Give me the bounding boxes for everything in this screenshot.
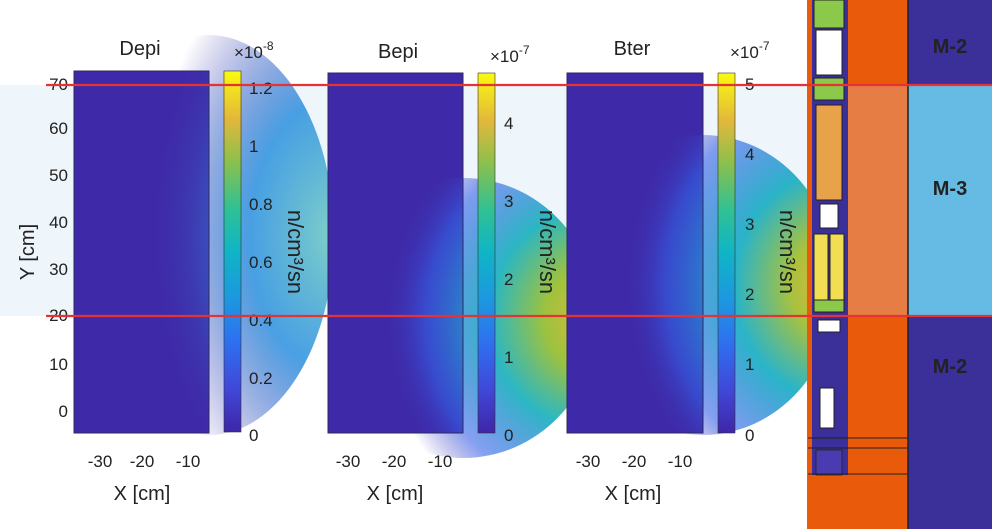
x-tick-label: -20 [130,452,155,471]
zone-bottom [908,316,992,529]
channel-white-cap [817,319,841,333]
colorbar [717,72,736,434]
plot-frame [566,72,704,434]
zone-label-middle: M-3 [933,178,967,200]
multiplier-base: ×10 [730,43,759,62]
colorbar-tick-label: 1 [745,355,754,374]
channel-top-white [815,29,843,76]
multiplier-base: ×10 [234,43,263,62]
plot-frame [327,72,464,434]
panel-depi: Depi 0 10 20 30 40 50 60 70 Y [cm] -30 -… [17,35,334,505]
colorbar-tick-label: 0.4 [249,311,273,330]
multiplier-exponent: -8 [263,39,274,53]
colorbar-label: n/cm³/sn [283,210,308,294]
panel-title: Bter [614,38,651,60]
x-tick-label: -10 [176,452,201,471]
zone-top [908,0,992,85]
x-tick-label: -10 [668,452,693,471]
zone-label-bottom: M-2 [933,356,967,378]
colorbar-tick-label: 1 [249,137,258,156]
colorbar-ticks: 0 1 2 3 4 [504,114,513,445]
y-tick-label: 50 [49,166,68,185]
colorbar-tick-label: 0.2 [249,369,273,388]
x-axis-label: X [cm] [605,483,662,505]
colorbar [223,70,242,433]
channel-orange-block [815,104,843,201]
multiplier-exponent: -7 [519,43,530,57]
colorbar-tick-label: 0.8 [249,195,273,214]
channel-yellow-block-1 [813,233,829,303]
colorbar-multiplier: ×10-7 [730,39,770,62]
colorbar-tick-label: 3 [745,215,754,234]
channel-white-connector [819,203,839,229]
channel-green-band [813,77,845,101]
colorbar-tick-label: 1 [504,348,513,367]
x-axis-label: X [cm] [367,483,424,505]
x-tick-label: -30 [88,452,113,471]
channel-yellow-block-2 [829,233,845,303]
zone-middle [908,85,992,316]
colorbar-multiplier: ×10-8 [234,39,274,62]
zone-label-top: M-2 [933,36,967,58]
x-tick-label: -20 [622,452,647,471]
x-axis-label: X [cm] [114,483,171,505]
colorbar-tick-label: 0.6 [249,253,273,272]
colorbar-tick-label: 0 [745,426,754,445]
colorbar [477,72,496,434]
colorbar-tick-label: 2 [745,285,754,304]
channel-bottom-neck [815,449,843,476]
x-tick-label: -30 [576,452,601,471]
channel-green-base [813,299,845,313]
colorbar-tick-label: 0 [249,426,258,445]
multiplier-exponent: -7 [759,39,770,53]
colorbar-tick-label: 4 [745,145,754,164]
y-tick-label: 40 [49,213,68,232]
x-tick-label: -20 [382,452,407,471]
panel-bter: Bter -30 -20 -10 X [cm] 0 1 2 3 4 5 ×10-… [566,38,838,505]
wall-column-light [848,85,907,316]
panel-bepi: Bepi -30 -20 -10 X [cm] 0 1 2 3 4 ×10-7 … [327,41,598,505]
channel-top-green [813,0,845,29]
colorbar-tick-label: 3 [504,192,513,211]
geometry-schematic: M-2 M-3 M-2 [807,0,992,529]
x-tick-label: -10 [428,452,453,471]
y-tick-label: 60 [49,119,68,138]
channel-square [819,387,835,429]
colorbar-label: n/cm³/sn [535,210,560,294]
colorbar-tick-label: 4 [504,114,513,133]
y-axis-label: Y [cm] [17,224,39,280]
x-ticks: -30 -20 -10 [336,452,453,471]
colorbar-tick-label: 0 [504,426,513,445]
panel-title: Bepi [378,41,418,63]
x-tick-label: -30 [336,452,361,471]
colorbar-multiplier: ×10-7 [490,43,530,66]
plot-frame [73,70,210,434]
panel-title: Depi [119,38,160,60]
y-tick-label: 10 [49,355,68,374]
y-tick-label: 30 [49,260,68,279]
colorbar-tick-label: 2 [504,270,513,289]
y-tick-label: 0 [59,402,68,421]
multiplier-base: ×10 [490,47,519,66]
x-ticks: -30 -20 -10 [88,452,201,471]
x-ticks: -30 -20 -10 [576,452,693,471]
colorbar-label: n/cm³/sn [775,210,800,294]
colorbar-tick-label: 1.2 [249,79,273,98]
